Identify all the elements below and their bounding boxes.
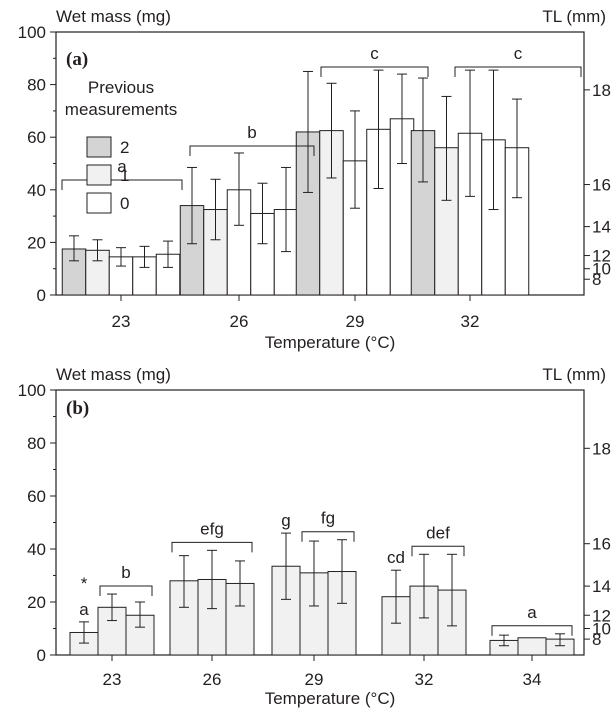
panel-label: (b): [66, 398, 89, 419]
right-tick-label: 18: [592, 439, 611, 458]
legend-swatch: [86, 136, 112, 158]
legend-swatch: [86, 192, 112, 214]
significance-bracket: [61, 179, 183, 190]
legend-title: measurements: [65, 100, 177, 119]
significance-letter: c: [514, 44, 523, 63]
x-tick-label: 26: [230, 312, 249, 331]
y-tick-label: 20: [27, 233, 46, 252]
legend-title: Previous: [88, 78, 154, 97]
panel-label: (a): [66, 49, 88, 70]
significance-letter: b: [247, 123, 256, 142]
significance-bracket: [411, 545, 465, 557]
significance-letter: a: [117, 157, 127, 176]
significance-letter: efg: [200, 519, 224, 538]
significance-letter: a: [527, 603, 537, 622]
significance-bracket: [320, 66, 429, 77]
x-tick-label: 23: [103, 670, 122, 689]
y-tick-label: 80: [27, 434, 46, 453]
x-tick-label: 32: [461, 312, 480, 331]
right-axis-title: TL (mm): [542, 365, 606, 384]
significance-star: *: [81, 574, 88, 593]
significance-bracket: [189, 145, 315, 156]
y-tick-label: 60: [27, 128, 46, 147]
legend-label: 1: [120, 166, 129, 185]
significance-letter: def: [426, 523, 450, 542]
x-tick-label: 26: [203, 670, 222, 689]
left-axis-title: Wet mass (mg): [56, 365, 171, 384]
right-tick-label: 12: [592, 247, 611, 266]
right-tick-label: 8: [592, 630, 601, 649]
right-tick-label: 10: [592, 620, 611, 639]
significance-bracket: [454, 66, 582, 77]
right-tick-label: 16: [592, 535, 611, 554]
y-tick-label: 0: [37, 646, 46, 665]
right-tick-label: 8: [592, 270, 601, 289]
x-axis-title: Temperature (°C): [265, 333, 396, 352]
significance-bracket: [301, 531, 355, 542]
legend-label: 0: [120, 194, 129, 213]
x-tick-label: 23: [112, 312, 131, 331]
x-tick-label: 34: [523, 670, 542, 689]
right-tick-label: 12: [592, 606, 611, 625]
bar: [169, 580, 199, 656]
y-tick-label: 100: [18, 381, 46, 400]
y-tick-label: 20: [27, 593, 46, 612]
significance-bracket: [491, 625, 573, 636]
significance-letter: fg: [321, 509, 335, 528]
significance-letter: cd: [387, 548, 405, 567]
y-tick-label: 40: [27, 540, 46, 559]
y-tick-label: 100: [18, 23, 46, 42]
legend-label: 2: [120, 138, 129, 157]
right-tick-label: 14: [592, 577, 611, 596]
significance-bracket: [99, 585, 153, 597]
significance-letter: b: [121, 563, 130, 582]
right-tick-label: 18: [592, 81, 611, 100]
right-tick-label: 14: [592, 218, 611, 237]
significance-letter: g: [281, 511, 290, 530]
significance-letter: a: [79, 600, 89, 619]
right-tick-label: 16: [592, 176, 611, 195]
left-axis-title: Wet mass (mg): [56, 7, 171, 26]
y-tick-label: 0: [37, 286, 46, 305]
x-tick-label: 29: [346, 312, 365, 331]
legend-swatch: [86, 164, 112, 186]
significance-bracket: [171, 541, 253, 553]
x-tick-label: 29: [305, 670, 324, 689]
y-tick-label: 60: [27, 487, 46, 506]
y-tick-label: 80: [27, 76, 46, 95]
y-tick-label: 40: [27, 181, 46, 200]
right-tick-label: 10: [592, 260, 611, 279]
significance-letter: c: [370, 44, 379, 63]
x-axis-title: Temperature (°C): [265, 689, 396, 708]
x-tick-label: 32: [415, 670, 434, 689]
bar: [517, 637, 547, 656]
right-axis-title: TL (mm): [542, 7, 606, 26]
